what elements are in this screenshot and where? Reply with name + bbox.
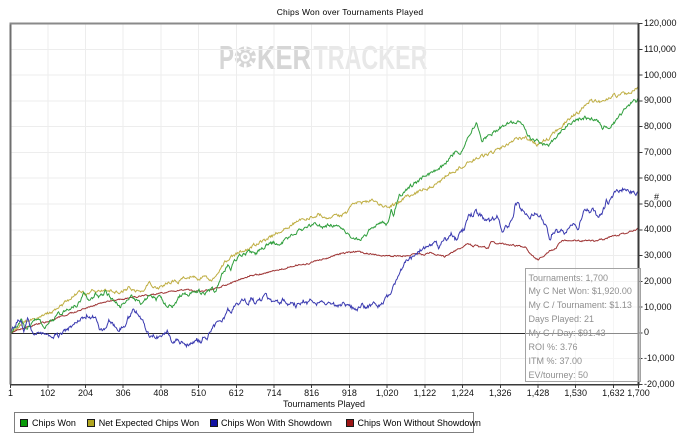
svg-text:TRACKER: TRACKER bbox=[314, 39, 428, 76]
svg-text:P: P bbox=[219, 39, 234, 76]
svg-text:KER: KER bbox=[257, 39, 311, 76]
